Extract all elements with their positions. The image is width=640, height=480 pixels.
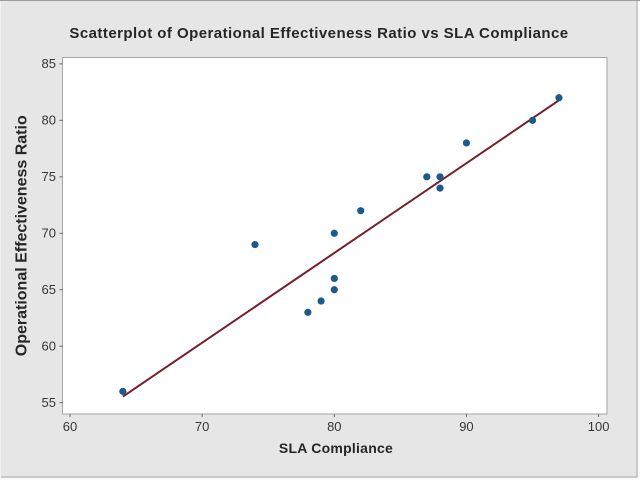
svg-text:70: 70 [42, 225, 56, 240]
svg-text:85: 85 [42, 56, 56, 71]
svg-text:100: 100 [588, 419, 610, 434]
svg-text:65: 65 [42, 282, 56, 297]
svg-text:80: 80 [42, 112, 56, 127]
svg-text:55: 55 [42, 395, 56, 410]
svg-text:60: 60 [42, 338, 56, 353]
svg-text:90: 90 [459, 419, 473, 434]
svg-text:60: 60 [63, 419, 77, 434]
svg-text:70: 70 [195, 419, 209, 434]
svg-text:SLA Compliance: SLA Compliance [279, 440, 393, 456]
svg-text:Scatterplot of Operational Eff: Scatterplot of Operational Effectiveness… [69, 25, 568, 42]
svg-text:Operational Effectiveness Rati: Operational Effectiveness Ratio [14, 115, 31, 356]
svg-text:80: 80 [327, 419, 341, 434]
svg-text:75: 75 [42, 169, 56, 184]
